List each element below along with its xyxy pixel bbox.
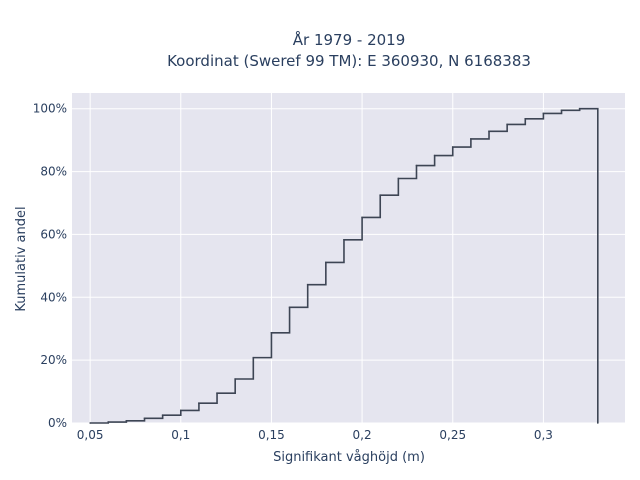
data-point [415,164,418,167]
data-point [216,392,218,394]
data-point [288,306,291,309]
chart-title: År 1979 - 2019 Koordinat (Sweref 99 TM):… [167,30,531,70]
data-point [379,194,382,196]
x-tick-label: 0,2 [353,428,372,442]
data-point [325,261,327,264]
y-tick-label: 100% [33,102,67,116]
y-tick-label: 20% [40,353,67,367]
data-point [542,112,545,115]
data-point [252,356,255,359]
data-point [179,409,182,412]
data-point [125,420,128,422]
data-point [306,283,309,286]
chart-title-line-1: År 1979 - 2019 [293,30,406,49]
data-point [524,117,527,120]
plot-area [72,93,625,423]
data-point [506,123,508,126]
data-point [161,414,164,416]
x-tick-label: 0,3 [534,428,553,442]
data-point [560,109,563,112]
data-point [89,422,91,424]
x-tick-label: 0,1 [171,428,190,442]
data-point [270,332,273,334]
y-tick-label: 60% [40,227,67,241]
data-point [597,422,599,424]
chart-title-line-2: Koordinat (Sweref 99 TM): E 360930, N 61… [167,52,531,70]
x-tick-label: 0,15 [258,428,285,442]
data-point [578,107,581,110]
y-axis-ticks: 0% 20% 40% 60% 80% 100% [33,102,67,430]
x-tick-label: 0,25 [439,428,466,442]
data-point [234,378,236,380]
x-axis-title: Signifikant våghöjd (m) [273,450,425,465]
data-point [343,238,345,241]
y-axis-title: Kumulativ andel [14,206,29,311]
y-tick-label: 40% [40,290,67,304]
data-point [451,146,454,148]
data-point [107,421,110,423]
x-tick-label: 0,05 [77,428,104,442]
data-point [143,417,146,420]
y-tick-label: 0% [48,416,67,430]
data-point [198,402,200,405]
grid-lines [72,93,625,424]
x-axis-ticks: 0,05 0,1 0,15 0,2 0,25 0,3 [77,428,553,442]
data-point [433,154,436,157]
data-point [397,177,400,180]
data-point [488,130,490,133]
data-point [470,138,472,140]
data-point [361,216,363,219]
y-tick-label: 80% [40,165,67,179]
series-ecdf [89,107,599,424]
